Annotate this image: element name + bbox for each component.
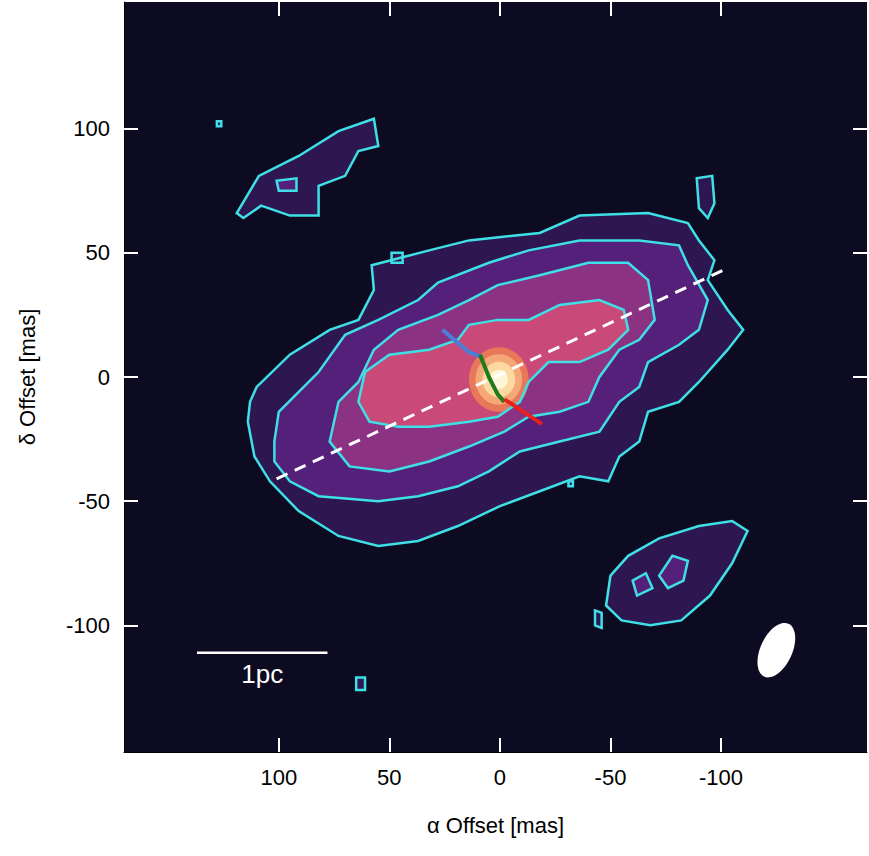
svg-text:α Offset [mas]: α Offset [mas] [427,813,564,838]
svg-text:50: 50 [86,240,110,265]
svg-text:-50: -50 [595,765,627,790]
svg-text:-100: -100 [66,613,110,638]
svg-text:0: 0 [494,765,506,790]
svg-text:-50: -50 [78,489,110,514]
svg-text:1pc: 1pc [241,659,283,689]
svg-text:50: 50 [377,765,401,790]
svg-text:100: 100 [260,765,297,790]
svg-text:-100: -100 [699,765,743,790]
svg-text:100: 100 [73,116,110,141]
svg-text:0: 0 [98,365,110,390]
svg-text:δ Offset [mas]: δ Offset [mas] [15,309,40,446]
